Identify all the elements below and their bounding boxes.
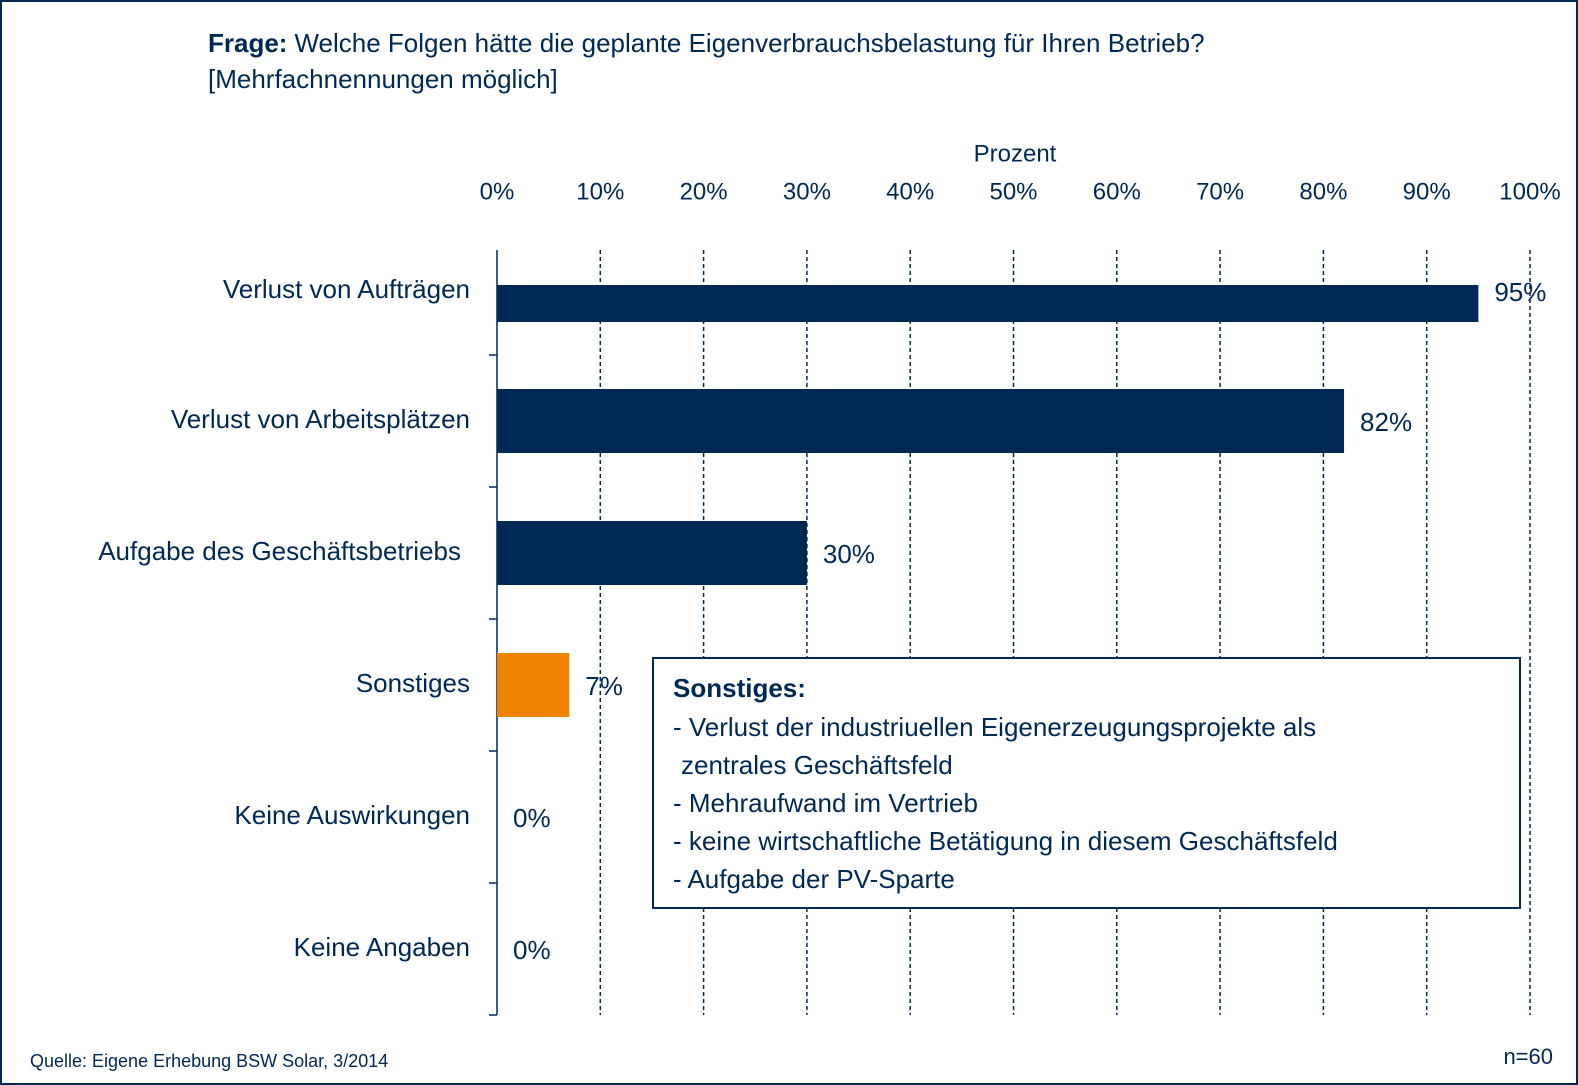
chart-subtitle: [Mehrfachnennungen möglich] [208,64,558,94]
y-tick-label: Verlust von Arbeitsplätzen [171,404,470,434]
value-label: 82% [1360,407,1412,437]
value-label: 7% [585,671,623,701]
annotation-line: - Verlust der industriuellen Eigenerzeug… [673,712,1316,742]
x-axis-label: Prozent [974,140,1057,167]
y-tick-label: Sonstiges [356,668,470,698]
value-label: 30% [823,539,875,569]
bar [497,653,570,717]
value-label: 0% [513,935,551,965]
title-text: Welche Folgen hätte die geplante Eigenve… [294,28,1204,58]
annotation-box [652,657,1521,909]
sample-size: n=60 [1503,1044,1553,1069]
x-tick-label: 40% [886,178,934,205]
title-prefix: Frage: [208,28,287,58]
x-tick-label: 100% [1499,178,1560,205]
value-label: 95% [1494,277,1546,307]
x-tick-label: 30% [783,178,831,205]
chart-title: Frage: Welche Folgen hätte die geplante E… [208,28,1205,58]
bar [497,521,807,585]
x-tick-label: 80% [1299,178,1347,205]
y-tick-label: Keine Angaben [294,932,470,962]
bar [497,285,1479,322]
x-tick-label: 0% [480,178,515,205]
x-tick-label: 20% [680,178,728,205]
annotation-line: - Mehraufwand im Vertrieb [673,788,978,818]
y-tick-label: Verlust von Aufträgen [223,274,470,304]
annotation-line: zentrales Geschäftsfeld [681,750,953,780]
y-tick-label: Aufgabe des Geschäftsbetriebs [98,536,461,566]
annotation-line: - keine wirtschaftliche Betätigung in di… [673,826,1338,856]
annotation-line: - Aufgabe der PV-Sparte [673,864,955,894]
value-label: 0% [513,803,551,833]
annotation-title: Sonstiges: [673,673,806,703]
x-tick-label: 50% [989,178,1037,205]
x-tick-label: 90% [1403,178,1451,205]
bar [497,389,1345,453]
source: Quelle: Eigene Erhebung BSW Solar, 3/201… [30,1051,388,1071]
y-tick-label: Keine Auswirkungen [234,800,470,830]
x-tick-label: 70% [1196,178,1244,205]
x-tick-label: 10% [576,178,624,205]
x-tick-label: 60% [1093,178,1141,205]
